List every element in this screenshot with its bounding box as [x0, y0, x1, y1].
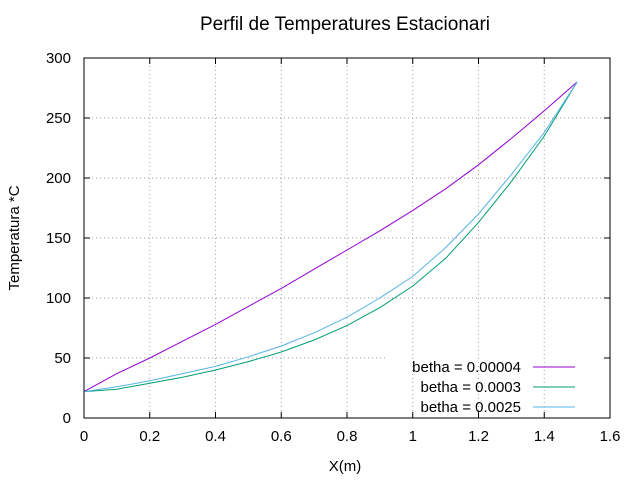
- series-line-1: [83, 81, 578, 393]
- x-tick-label: 1.2: [468, 428, 489, 445]
- chart-title: Perfil de Temperatures Estacionari: [200, 14, 490, 35]
- grid: [84, 58, 610, 418]
- y-tick-label: 0: [63, 410, 71, 427]
- x-tick-label: 0: [80, 428, 88, 445]
- x-tick-label: 0.6: [271, 428, 292, 445]
- series-line-2: [83, 81, 578, 393]
- x-tick-label: 0.4: [205, 428, 226, 445]
- x-tick-label: 1.4: [534, 428, 555, 445]
- x-tick-label: 0.2: [139, 428, 160, 445]
- y-tick-label: 250: [46, 110, 71, 127]
- legend-label: betha = 0.0003: [420, 379, 521, 396]
- y-tick-label: 150: [46, 230, 71, 247]
- series-layer: [83, 81, 578, 393]
- y-axis-label: Temperatura *C: [6, 185, 23, 290]
- y-tick-label: 50: [54, 350, 71, 367]
- legend: betha = 0.00004 betha = 0.0003 betha = 0.0…: [412, 359, 575, 416]
- x-tick-label: 1: [409, 428, 417, 445]
- y-tick-label: 100: [46, 290, 71, 307]
- series-line-3: [83, 81, 578, 393]
- legend-label: betha = 0.0025: [420, 399, 521, 416]
- x-axis-label: X(m): [329, 458, 362, 475]
- y-tick-label: 300: [46, 50, 71, 67]
- legend-label: betha = 0.00004: [412, 359, 521, 376]
- ticks: 0 0.2 0.4 0.6 0.8 1 1.2 1.4 1.6 0 50 100 150 200 250 30…: [46, 50, 620, 445]
- x-tick-label: 0.8: [337, 428, 358, 445]
- y-tick-label: 200: [46, 170, 71, 187]
- x-tick-label: 1.6: [600, 428, 621, 445]
